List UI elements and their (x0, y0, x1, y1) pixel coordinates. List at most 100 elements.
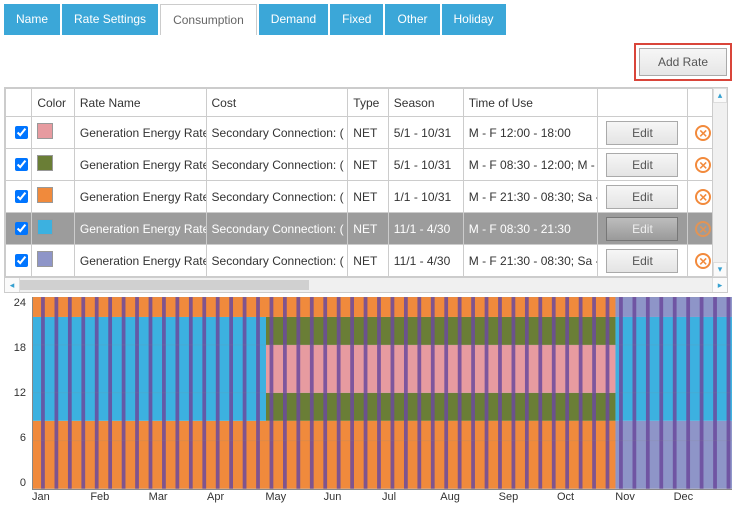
delete-icon[interactable]: × (695, 189, 711, 205)
tab-holiday[interactable]: Holiday (442, 4, 506, 35)
row-checkbox[interactable] (15, 190, 28, 203)
scroll-up-arrow[interactable]: ▴ (713, 88, 727, 103)
x-tick-label: May (265, 491, 323, 509)
table-row[interactable]: Generation Energy Rate:Secondary Connect… (6, 117, 720, 149)
cell-rate-name: Generation Energy Rate: (74, 245, 206, 277)
rates-table: Color Rate Name Cost Type Season Time of… (5, 88, 720, 277)
row-checkbox[interactable] (15, 158, 28, 171)
tou-chart: 24 18 12 6 0 JanFebMarAprMayJunJulAugSepOctN… (4, 297, 732, 509)
x-tick-label: Oct (557, 491, 615, 509)
scrollbar-track (309, 278, 712, 292)
x-tick-label: Nov (615, 491, 673, 509)
y-tick-label: 18 (4, 342, 26, 354)
tab-fixed[interactable]: Fixed (330, 4, 383, 35)
delete-icon[interactable]: × (695, 253, 711, 269)
cell-type: NET (348, 117, 389, 149)
toolbar: Add Rate (0, 35, 738, 87)
col-header-cost: Cost (206, 89, 348, 117)
x-axis-labels: JanFebMarAprMayJunJulAugSepOctNovDec (32, 491, 732, 509)
row-checkbox[interactable] (15, 254, 28, 267)
x-tick-label: Mar (149, 491, 207, 509)
scrollbar-thumb[interactable] (20, 280, 309, 290)
y-tick-label: 12 (4, 387, 26, 399)
tou-chart-svg (32, 297, 732, 490)
cell-season: 1/1 - 10/31 (388, 181, 463, 213)
table-header-row: Color Rate Name Cost Type Season Time of… (6, 89, 720, 117)
x-tick-label: Jul (382, 491, 440, 509)
y-tick-label: 0 (4, 477, 26, 489)
col-header-edit (598, 89, 687, 117)
cell-season: 11/1 - 4/30 (388, 245, 463, 277)
delete-icon[interactable]: × (695, 221, 711, 237)
x-tick-label: Jun (324, 491, 382, 509)
tab-name[interactable]: Name (4, 4, 60, 35)
cell-type: NET (348, 245, 389, 277)
tab-other[interactable]: Other (385, 4, 439, 35)
x-tick-label: Aug (440, 491, 498, 509)
col-header-rate-name: Rate Name (74, 89, 206, 117)
add-rate-button[interactable]: Add Rate (639, 48, 727, 76)
cell-rate-name: Generation Energy Rate: (74, 149, 206, 181)
color-swatch (37, 155, 53, 171)
cell-season: 11/1 - 4/30 (388, 213, 463, 245)
col-header-checkbox (6, 89, 32, 117)
horizontal-scrollbar[interactable]: ◂ ▸ (4, 278, 728, 293)
col-header-tou: Time of Use (463, 89, 598, 117)
cell-cost: Secondary Connection: ( (206, 213, 348, 245)
scroll-down-arrow[interactable]: ▾ (713, 262, 727, 277)
x-tick-label: Apr (207, 491, 265, 509)
col-header-season: Season (388, 89, 463, 117)
color-swatch (37, 219, 53, 235)
table-row[interactable]: Generation Energy Rate:Secondary Connect… (6, 149, 720, 181)
cell-type: NET (348, 181, 389, 213)
cell-rate-name: Generation Energy Rate: (74, 213, 206, 245)
row-checkbox[interactable] (15, 222, 28, 235)
cell-tou: M - F 08:30 - 12:00; M - (463, 149, 598, 181)
cell-season: 5/1 - 10/31 (388, 117, 463, 149)
scroll-right-arrow[interactable]: ▸ (712, 278, 727, 292)
edit-button[interactable]: Edit (606, 185, 678, 209)
cell-tou: M - F 21:30 - 08:30; Sa - (463, 181, 598, 213)
tab-consumption[interactable]: Consumption (160, 4, 257, 35)
cell-cost: Secondary Connection: ( (206, 149, 348, 181)
tabs: NameRate SettingsConsumptionDemandFixedO… (0, 0, 738, 35)
cell-tou: M - F 21:30 - 08:30; Sa - (463, 245, 598, 277)
edit-button[interactable]: Edit (606, 153, 678, 177)
table-row[interactable]: Generation Energy Rate:Secondary Connect… (6, 213, 720, 245)
edit-button[interactable]: Edit (606, 217, 678, 241)
x-tick-label: Sep (499, 491, 557, 509)
y-tick-label: 24 (4, 297, 26, 309)
cell-rate-name: Generation Energy Rate: (74, 117, 206, 149)
scroll-left-arrow[interactable]: ◂ (5, 278, 20, 292)
col-header-color: Color (32, 89, 75, 117)
cell-rate-name: Generation Energy Rate: (74, 181, 206, 213)
x-tick-label: Dec (674, 491, 732, 509)
delete-icon[interactable]: × (695, 157, 711, 173)
add-rate-highlight: Add Rate (634, 43, 732, 81)
cell-cost: Secondary Connection: ( (206, 117, 348, 149)
cell-tou: M - F 08:30 - 21:30 (463, 213, 598, 245)
y-axis-labels: 24 18 12 6 0 (4, 297, 30, 489)
x-tick-label: Jan (32, 491, 90, 509)
cell-type: NET (348, 213, 389, 245)
vertical-scrollbar[interactable]: ▴ ▾ (712, 88, 727, 277)
edit-button[interactable]: Edit (606, 121, 678, 145)
tab-demand[interactable]: Demand (259, 4, 328, 35)
color-swatch (37, 123, 53, 139)
y-tick-label: 6 (4, 432, 26, 444)
tab-rate-settings[interactable]: Rate Settings (62, 4, 158, 35)
cell-tou: M - F 12:00 - 18:00 (463, 117, 598, 149)
col-header-type: Type (348, 89, 389, 117)
row-checkbox[interactable] (15, 126, 28, 139)
cell-cost: Secondary Connection: ( (206, 245, 348, 277)
table-row[interactable]: Generation Energy Rate:Secondary Connect… (6, 245, 720, 277)
color-swatch (37, 187, 53, 203)
cell-season: 5/1 - 10/31 (388, 149, 463, 181)
cell-type: NET (348, 149, 389, 181)
x-tick-label: Feb (90, 491, 148, 509)
delete-icon[interactable]: × (695, 125, 711, 141)
rates-table-container: Color Rate Name Cost Type Season Time of… (4, 87, 728, 278)
table-row[interactable]: Generation Energy Rate:Secondary Connect… (6, 181, 720, 213)
edit-button[interactable]: Edit (606, 249, 678, 273)
cell-cost: Secondary Connection: ( (206, 181, 348, 213)
